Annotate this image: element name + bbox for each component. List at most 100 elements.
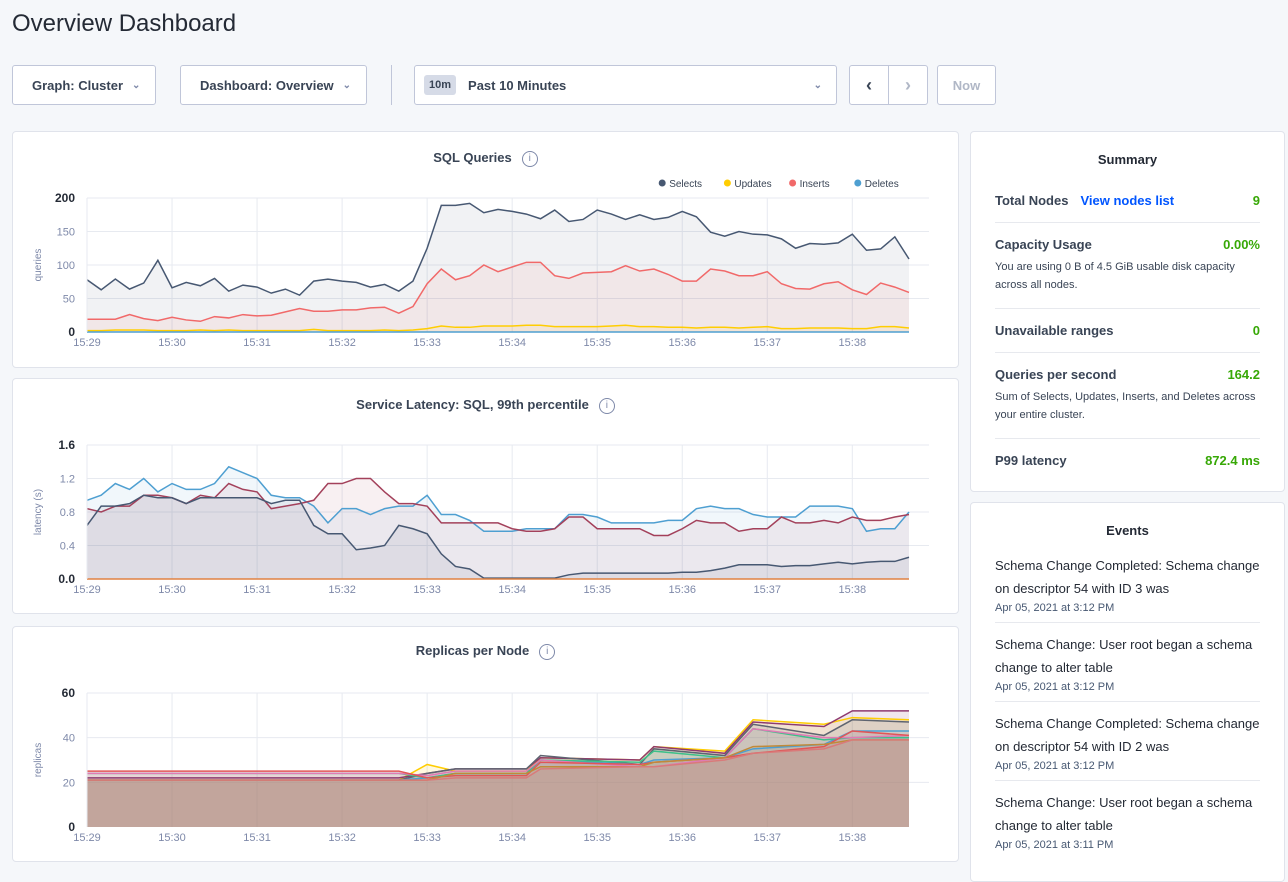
- x-tick-label: 15:35: [583, 584, 611, 596]
- y-tick-label: 0: [68, 820, 75, 834]
- chevron-right-icon: ›: [905, 74, 911, 95]
- info-icon[interactable]: i: [539, 643, 556, 660]
- qps-value: 164.2: [1227, 367, 1260, 382]
- sql-queries-chart-card: SQL Queries i 0 50 100 150 200 15:29 15:30 15:31…: [12, 131, 959, 368]
- page-title: Overview Dashboard: [12, 10, 237, 37]
- legend-marker: [854, 179, 862, 187]
- time-range-label: Past 10 Minutes: [468, 77, 567, 93]
- y-tick-label: 1.6: [58, 438, 75, 452]
- y-tick-label: 0: [68, 325, 75, 339]
- y-tick-label: 60: [62, 686, 76, 700]
- y-tick-label: 20: [63, 777, 75, 789]
- sql-queries-chart: 0 50 100 150 200 15:29 15:30 15:31 15:32 15:33 15:…: [33, 179, 929, 349]
- series-area: [87, 466, 909, 579]
- chart-title: Replicas per Node i: [13, 643, 958, 660]
- series-line-node: [86, 494, 910, 579]
- chevron-down-icon: ⌄: [342, 79, 352, 91]
- total-nodes-label: Total Nodes: [995, 193, 1069, 208]
- next-time-button[interactable]: ›: [888, 65, 928, 105]
- y-axis-label: replicas: [33, 743, 44, 777]
- y-tick-label: 0.8: [60, 507, 75, 519]
- legend-label: Updates: [734, 179, 771, 190]
- info-icon[interactable]: i: [521, 150, 538, 167]
- dashboard-select[interactable]: Dashboard: Overview ⌄: [180, 65, 367, 105]
- legend-marker: [658, 179, 666, 187]
- chevron-down-icon: ⌄: [132, 79, 141, 91]
- capacity-value: 0.00%: [1223, 237, 1260, 252]
- series-area: [87, 495, 909, 579]
- replicas-per-node-chart: 0 20 40 60 15:29 15:30 15:31 15:32 15:33 15:34 15:…: [33, 686, 929, 844]
- replicas-per-node-chart-card: Replicas per Node i 0 20 40 60 15:29 15:30 15:3…: [12, 626, 959, 862]
- capacity-desc: You are using 0 B of 4.5 GiB usable disk…: [995, 261, 1235, 291]
- chart-title-text: Service Latency: SQL, 99th percentile: [356, 397, 589, 412]
- qps-desc: Sum of Selects, Updates, Inserts, and De…: [995, 391, 1256, 421]
- series-area: [87, 325, 909, 332]
- total-nodes-value: 9: [1252, 193, 1260, 208]
- series-line-selects: [86, 202, 910, 297]
- x-tick-label: 15:29: [73, 832, 101, 844]
- y-tick-label: 100: [57, 260, 75, 272]
- x-tick-label: 15:36: [668, 832, 696, 844]
- view-nodes-list-link[interactable]: View nodes list: [1080, 193, 1175, 208]
- series-area: [87, 730, 909, 827]
- y-tick-label: 0.0: [58, 572, 75, 586]
- x-tick-label: 15:38: [839, 832, 867, 844]
- y-tick-label: 1.2: [60, 474, 75, 486]
- info-icon[interactable]: i: [598, 397, 615, 414]
- events-list: Schema Change Completed: Schema change o…: [971, 544, 1284, 859]
- chart-title: Service Latency: SQL, 99th percentile i: [13, 397, 958, 414]
- x-tick-label: 15:37: [754, 584, 782, 596]
- dashboard-select-label: Dashboard: Overview: [200, 77, 334, 93]
- series-area: [87, 717, 909, 827]
- series-line-node: [87, 730, 910, 779]
- now-button[interactable]: Now: [937, 65, 996, 105]
- x-tick-label: 15:36: [668, 584, 696, 596]
- series-line-node: [86, 465, 910, 533]
- x-tick-label: 15:33: [413, 584, 441, 596]
- summary-total-nodes: Total Nodes View nodes list 9: [995, 179, 1260, 223]
- x-tick-label: 15:31: [243, 832, 271, 844]
- event-item[interactable]: Schema Change Completed: Schema change o…: [995, 544, 1260, 623]
- x-tick-label: 15:33: [413, 832, 441, 844]
- event-text: Schema Change Completed: Schema change o…: [995, 558, 1260, 596]
- x-tick-label: 15:32: [328, 832, 356, 844]
- summary-card: Summary Total Nodes View nodes list 9 Capa…: [970, 131, 1285, 492]
- legend-label: Selects: [669, 179, 702, 190]
- series-line-inserts: [87, 261, 910, 323]
- event-date: Apr 05, 2021 at 3:12 PM: [995, 602, 1115, 614]
- series-area: [87, 739, 909, 827]
- x-tick-label: 15:29: [73, 337, 101, 349]
- y-tick-label: 200: [55, 191, 75, 205]
- previous-time-button[interactable]: ‹: [849, 65, 889, 105]
- event-date: Apr 05, 2021 at 3:12 PM: [995, 681, 1115, 693]
- x-tick-label: 15:32: [328, 584, 356, 596]
- time-range-select[interactable]: 10m Past 10 Minutes ⌄: [414, 65, 837, 105]
- x-tick-label: 15:29: [73, 584, 101, 596]
- chart-title-text: Replicas per Node: [415, 643, 530, 658]
- series-area: [87, 262, 909, 332]
- x-tick-label: 15:32: [328, 337, 356, 349]
- service-latency-chart-card: Service Latency: SQL, 99th percentile i 0…: [12, 378, 959, 614]
- series-line-updates: [87, 324, 910, 332]
- x-tick-label: 15:30: [158, 832, 186, 844]
- x-tick-label: 15:35: [583, 337, 611, 349]
- event-text: Schema Change: User root began a schema …: [995, 795, 1253, 833]
- event-item[interactable]: Schema Change: User root began a schema …: [995, 781, 1260, 859]
- summary-p99: P99 latency 872.4 ms: [995, 439, 1260, 482]
- time-range-badge: 10m: [424, 75, 457, 95]
- unavailable-value: 0: [1252, 323, 1260, 338]
- x-tick-label: 15:30: [158, 584, 186, 596]
- summary-capacity: Capacity Usage 0.00% You are using 0 B of …: [995, 223, 1260, 309]
- x-tick-label: 15:33: [413, 337, 441, 349]
- p99-value: 872.4 ms: [1205, 453, 1260, 468]
- event-date: Apr 05, 2021 at 3:11 PM: [995, 839, 1114, 851]
- event-item[interactable]: Schema Change: User root began a schema …: [995, 623, 1260, 702]
- toolbar-divider: [391, 65, 392, 105]
- graph-select[interactable]: Graph: Cluster ⌄: [12, 65, 156, 105]
- events-title: Events: [1106, 523, 1149, 538]
- x-tick-label: 15:34: [498, 337, 526, 349]
- events-card: Events Schema Change Completed: Schema c…: [970, 502, 1285, 882]
- chevron-down-icon: ⌄: [813, 79, 822, 91]
- chart-title: SQL Queries i: [13, 150, 958, 167]
- event-item[interactable]: Schema Change Completed: Schema change o…: [995, 702, 1260, 781]
